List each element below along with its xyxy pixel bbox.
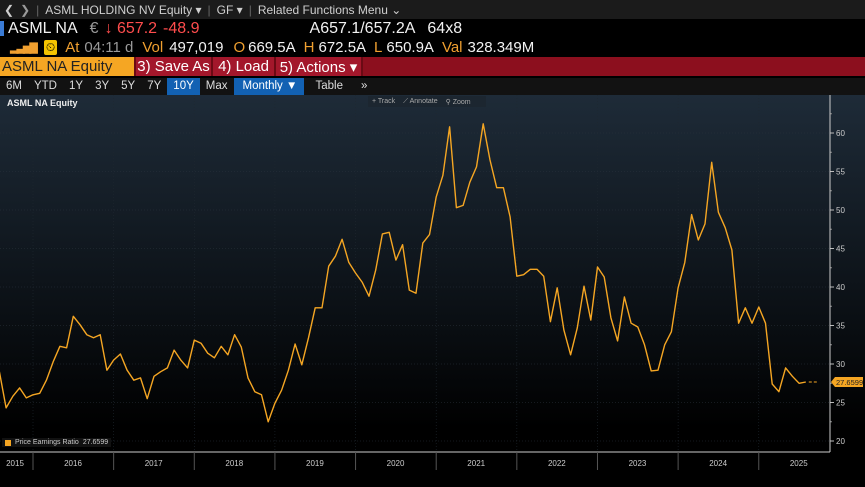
y-tick-label: 45 [836, 245, 845, 254]
tab-3y[interactable]: 3Y [95, 80, 110, 92]
low: 650.9A [386, 39, 434, 56]
last-price: ↓ 657.2 [104, 19, 158, 37]
tab-6m[interactable]: 6M [6, 80, 22, 92]
stats-line: ▂▃▅▇ ⏲ At 04:11 d Vol 497,019 O 669.5A H… [0, 38, 865, 57]
back-icon[interactable]: ❮ [4, 2, 15, 17]
chart-toolbar: + Track ⟋ Annotate ⚲ Zoom [368, 96, 486, 107]
actions-button[interactable]: 5) Actions ▾ [276, 57, 363, 76]
volume: 497,019 [169, 39, 224, 56]
tab-7y[interactable]: 7Y [147, 80, 162, 92]
x-tick-label: 2023 [629, 459, 647, 468]
legend-swatch [5, 439, 11, 446]
x-tick-label: 2024 [709, 459, 727, 468]
x-tick-label: 2020 [387, 459, 405, 468]
x-tick-label: 2022 [548, 459, 566, 468]
y-tick-label: 55 [836, 168, 845, 177]
security-marker [0, 21, 4, 36]
x-tick-label: 2015 [6, 459, 24, 468]
at-label: At [65, 39, 80, 56]
net-change: -48.9 [163, 19, 200, 37]
currency: € [89, 19, 99, 37]
x-tick-label: 2016 [64, 459, 82, 468]
y-tick-label: 20 [836, 437, 845, 446]
legend: Price Earnings Ratio 27.6599 [2, 438, 112, 447]
last-value-tag [831, 377, 863, 388]
open: 669.5A [248, 39, 296, 56]
x-tick-label: 2025 [790, 459, 808, 468]
y-tick-label: 30 [836, 360, 845, 369]
traded-value: 328.349M [467, 39, 535, 56]
divider: | [36, 2, 40, 17]
quote-line: ASML NA € ↓ 657.2 -48.9 A657.1/657.2A 64… [0, 19, 865, 38]
value-label: Val [441, 39, 463, 56]
open-label: O [233, 39, 246, 56]
related-functions-menu[interactable]: Related Functions Menu ⌄ [257, 2, 402, 17]
command-bar: ASML NA Equity 3) Save As 4) Load 5) Act… [0, 57, 865, 76]
more-button[interactable]: » [361, 80, 368, 92]
y-tick-label: 60 [836, 129, 845, 138]
load-button[interactable]: 4) Load [213, 57, 276, 76]
quote-time: 04:11 d [84, 39, 134, 56]
forward-icon[interactable]: ❯ [20, 2, 31, 17]
x-tick-label: 2021 [467, 459, 485, 468]
legend-label: Price Earnings Ratio [15, 439, 79, 446]
ticker: ASML NA [8, 19, 78, 37]
tab-1y[interactable]: 1Y [68, 80, 84, 92]
x-tick-label: 2019 [306, 459, 324, 468]
period-dropdown[interactable]: Monthly ▼ [233, 78, 304, 95]
tab-ytd[interactable]: YTD [33, 80, 57, 92]
last-value-label: 27.6599 [836, 378, 863, 387]
x-tick-label: 2017 [145, 459, 163, 468]
y-tick-label: 50 [836, 206, 845, 215]
high: 672.5A [318, 39, 367, 56]
divider: | [248, 2, 252, 17]
y-tick-label: 35 [836, 322, 845, 331]
x-tick-label: 2018 [225, 459, 243, 468]
range-tabs: 6M YTD 1Y 3Y 5Y 7Y 10Y Max Monthly ▼ Tab… [0, 78, 865, 95]
security-input[interactable]: ASML NA Equity [0, 57, 136, 76]
tab-5y[interactable]: 5Y [121, 80, 136, 92]
tab-max[interactable]: Max [205, 80, 228, 92]
low-label: L [374, 39, 383, 56]
divider: | [207, 2, 211, 17]
zoom-button[interactable]: ⚲ Zoom [445, 98, 471, 106]
top-nav-bar: ❮ ❯ | ASML HOLDING NV Equity ▾ | GF ▾ | Rel… [0, 0, 865, 19]
vol-label: Vol [142, 39, 164, 56]
chart-panel: 20 25 30 35 40 45 50 55 60 2015 2016 2017 2018 2019 20… [0, 95, 865, 487]
bid-ask: A657.1/657.2A [309, 19, 416, 37]
tab-10y[interactable]: 10Y [167, 78, 200, 95]
table-button[interactable]: Table [315, 80, 344, 92]
save-as-button[interactable]: 3) Save As [136, 57, 213, 76]
track-button[interactable]: + Track [372, 98, 396, 105]
signal-icon: ▂▃▅▇ [10, 42, 38, 54]
pe-ratio-line [0, 123, 806, 423]
y-tick-label: 25 [836, 399, 845, 408]
gf-menu[interactable]: GF ▾ [216, 2, 243, 17]
gauge-icon[interactable]: ⏲ [43, 40, 58, 55]
ticker-menu[interactable]: ASML HOLDING NV Equity ▾ [45, 2, 202, 17]
legend-value: 27.6599 [82, 439, 109, 446]
y-tick-label: 40 [836, 283, 845, 292]
chart-title: ASML NA Equity [7, 98, 78, 108]
high-label: H [303, 39, 315, 56]
bid-ask-size: 64x8 [427, 19, 463, 37]
annotate-button[interactable]: ⟋ Annotate [403, 97, 438, 105]
